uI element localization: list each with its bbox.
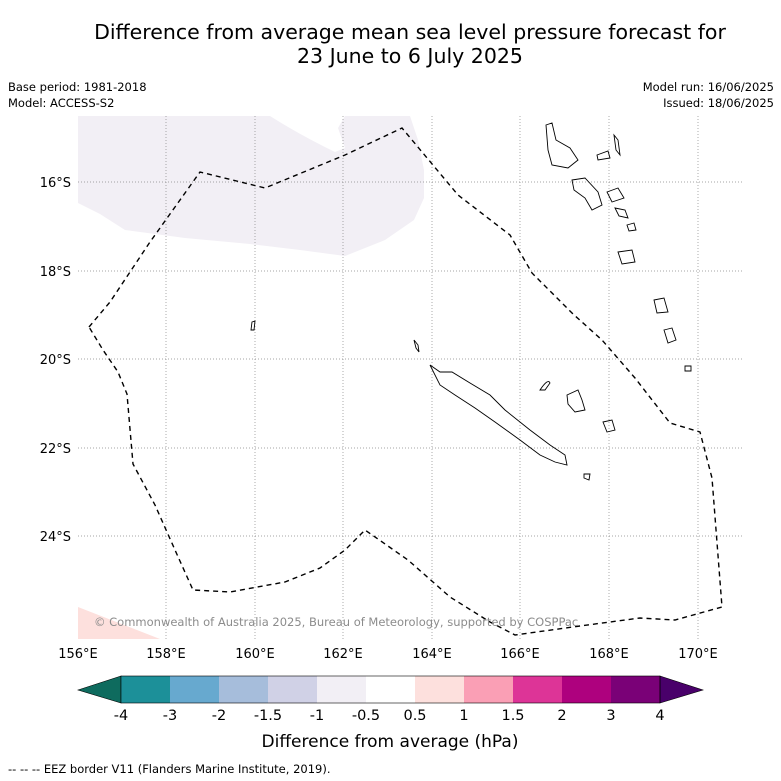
colorbar-title: Difference from average (hPa): [262, 732, 519, 752]
vanuatu-efate: [626, 222, 637, 232]
colorbar-label: -4: [114, 708, 128, 724]
colorbar-label: 0.5: [403, 708, 426, 724]
colorbar-segment: [366, 676, 415, 703]
loyalty-island-mare: [602, 419, 616, 433]
title-line-1: Difference from average mean sea level p…: [94, 20, 726, 44]
lat-tick-20s: 20°S: [40, 353, 71, 368]
colorbar-segment: [170, 676, 219, 703]
issued-text: Issued: 18/06/2025: [663, 96, 774, 110]
colorbar-low-extension: [76, 675, 122, 704]
lon-tick-160e: 160°E: [235, 647, 275, 662]
belep-islands: [413, 339, 420, 353]
colorbar-segment: [219, 676, 268, 703]
vanuatu-erromango: [617, 249, 636, 265]
lon-tick-170e: 170°E: [678, 647, 718, 662]
colorbar-segment: [268, 676, 317, 703]
meta-left: Base period: 1981-2018 Model: ACCESS-S2: [8, 79, 147, 111]
vanuatu-ambae: [613, 133, 621, 157]
vanuatu-epi: [606, 187, 625, 203]
colorbar-segment: [464, 676, 513, 703]
coastlines: [250, 122, 692, 481]
lat-tick-18s: 18°S: [40, 265, 71, 280]
title-line-2: 23 June to 6 July 2025: [297, 44, 523, 68]
colorbar-labels: -4 -3 -2 -1.5 -1 -0.5 0.5 1 1.5 2 3 4: [114, 708, 665, 724]
colorbar-segment: [562, 676, 611, 703]
longitude-ticks: 156°E 158°E 160°E 162°E 164°E 166°E 168°…: [58, 647, 718, 662]
graticule: [78, 116, 743, 639]
colorbar: [76, 675, 705, 704]
model-text: Model: ACCESS-S2: [8, 96, 115, 110]
lon-tick-168e: 168°E: [589, 647, 629, 662]
lon-tick-158e: 158°E: [146, 647, 186, 662]
lat-tick-16s: 16°S: [40, 176, 71, 191]
loyalty-island-lifou: [566, 389, 586, 413]
vanuatu-malo: [596, 150, 611, 161]
colorbar-frame: [120, 675, 661, 704]
colorbar-segment: [513, 676, 562, 703]
colorbar-segment: [317, 676, 366, 703]
lat-tick-22s: 22°S: [40, 442, 71, 457]
colorbar-label: -1.5: [254, 708, 282, 724]
lat-tick-24s: 24°S: [40, 530, 71, 545]
copyright-text: © Commonwealth of Australia 2025, Bureau…: [94, 615, 578, 629]
isle-of-pines: [583, 473, 591, 481]
meta-right: Model run: 16/06/2025 Issued: 18/06/2025: [643, 79, 774, 111]
eez-footnote: -- -- -- EEZ border V11 (Flanders Marine…: [8, 762, 331, 776]
vanuatu-shepherd-islands: [614, 207, 629, 219]
vanuatu-malekula: [571, 177, 603, 211]
colorbar-label: -0.5: [352, 708, 380, 724]
colorbar-label: 4: [655, 708, 664, 724]
matthew-island: [684, 365, 692, 372]
latitude-ticks: 16°S 18°S 20°S 22°S 24°S: [40, 176, 71, 545]
lon-tick-156e: 156°E: [58, 647, 98, 662]
base-period-text: Base period: 1981-2018: [8, 80, 147, 94]
chesterfield-islet: [250, 320, 256, 331]
lon-tick-166e: 166°E: [500, 647, 540, 662]
vanuatu-espiritu-santo: [545, 122, 579, 169]
loyalty-island-ouvea: [539, 381, 551, 391]
slight-positive-anomaly-southwest: [78, 607, 160, 639]
colorbar-label: 1: [459, 708, 468, 724]
new-caledonia-island: [429, 364, 568, 466]
chart-title: Difference from average mean sea level p…: [0, 20, 781, 68]
model-run-text: Model run: 16/06/2025: [642, 80, 774, 94]
colorbar-label: 3: [606, 708, 615, 724]
colorbar-segment: [415, 676, 464, 703]
slight-negative-anomaly-north: [78, 116, 424, 256]
lon-tick-164e: 164°E: [412, 647, 452, 662]
anomaly-shading: [78, 116, 424, 639]
lon-tick-162e: 162°E: [323, 647, 363, 662]
colorbar-label: -1: [310, 708, 324, 724]
colorbar-label: 1.5: [501, 708, 524, 724]
colorbar-segment: [121, 676, 170, 703]
vanuatu-tanna: [653, 297, 669, 314]
eez-border: [88, 127, 723, 636]
colorbar-label: 2: [557, 708, 566, 724]
colorbar-label: -2: [212, 708, 226, 724]
colorbar-high-extension: [659, 675, 705, 704]
colorbar-label: -3: [163, 708, 177, 724]
vanuatu-aneityum: [663, 327, 677, 344]
colorbar-segment: [611, 676, 660, 703]
